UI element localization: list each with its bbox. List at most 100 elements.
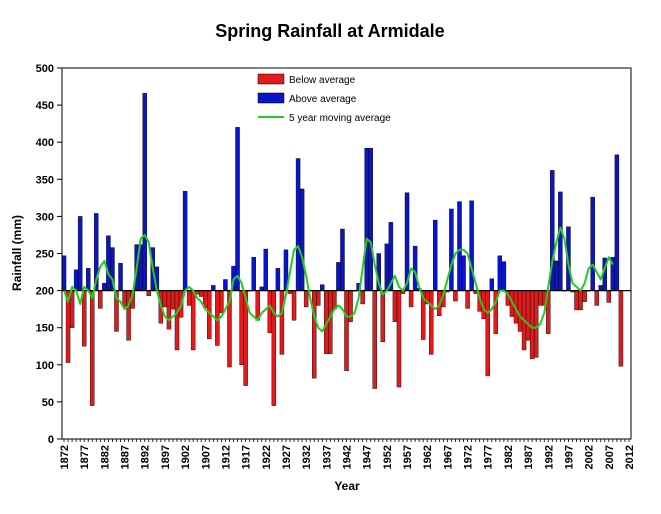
bar-below-average [465, 290, 470, 309]
bar-above-average [461, 255, 466, 291]
bar-below-average [606, 290, 612, 303]
bar-above-average [295, 158, 301, 291]
y-tick-label: 450 [36, 100, 54, 112]
x-tick-label: 1932 [301, 445, 313, 469]
bar-below-average [582, 290, 587, 302]
bar-below-average [69, 290, 75, 328]
bar-below-average [219, 290, 224, 314]
bar-above-average [590, 196, 595, 291]
bar-above-average [320, 284, 325, 291]
moving-average-line [63, 226, 614, 333]
bar-below-average [328, 290, 333, 354]
bar-above-average [235, 127, 240, 291]
x-tick-label: 2007 [604, 445, 616, 469]
x-tick-label: 1957 [402, 445, 414, 469]
bar-above-average [433, 219, 438, 291]
x-tick-label: 2002 [584, 445, 596, 469]
bar-below-average [170, 290, 176, 310]
x-tick-label: 1907 [200, 445, 212, 469]
bar-above-average [501, 261, 507, 291]
bar-below-average [396, 290, 402, 388]
y-tick-label: 350 [36, 174, 54, 186]
legend-label: 5 year moving average [289, 113, 391, 124]
bar-below-average [574, 290, 579, 311]
bar-below-average [453, 290, 458, 302]
bar-above-average [106, 235, 111, 291]
x-tick-label: 1987 [523, 445, 535, 469]
x-tick-label: 1967 [442, 445, 454, 469]
legend-swatch [257, 73, 285, 85]
x-tick-label: 1977 [483, 445, 495, 469]
bar-above-average [118, 262, 123, 291]
bar-above-average [211, 285, 216, 291]
bar-above-average [614, 154, 620, 291]
y-tick-label: 400 [36, 137, 54, 149]
bar-above-average [558, 191, 563, 291]
bars-layer [61, 93, 624, 406]
bar-below-average [525, 290, 531, 341]
bar-below-average [533, 290, 539, 358]
bar-below-average [90, 290, 95, 406]
bar-below-average [190, 290, 196, 351]
bar-below-average [594, 290, 599, 306]
bar-above-average [336, 262, 341, 291]
x-tick-label: 1897 [160, 445, 172, 469]
y-tick-label: 500 [36, 63, 54, 75]
bar-above-average [340, 228, 345, 291]
x-tick-label: 1927 [281, 445, 293, 469]
bar-below-average [344, 290, 349, 371]
legend: Below average Above average 5 year moving … [257, 73, 391, 124]
bar-above-average [77, 216, 83, 291]
bar-below-average [199, 290, 204, 297]
bar-below-average [537, 290, 543, 306]
bar-below-average [271, 290, 277, 406]
bar-below-average [618, 290, 624, 367]
bar-above-average [263, 248, 269, 291]
x-tick-label: 2012 [624, 445, 636, 469]
bar-above-average [364, 147, 369, 291]
bar-above-average [275, 268, 281, 291]
bar-below-average [166, 290, 172, 330]
x-tick-label: 1992 [543, 445, 555, 469]
y-axis-label: Rainfall (mm) [10, 215, 24, 291]
x-axis-label: Year [334, 479, 360, 493]
bar-below-average [372, 290, 377, 389]
bar-below-average [279, 290, 285, 355]
x-tick-label: 1912 [220, 445, 232, 469]
bar-above-average [412, 245, 418, 291]
bar-above-average [554, 260, 559, 291]
axes-layer: 0 50 100 150 200 250 300 350 400 450 500 1872 1877 18… [36, 63, 636, 469]
y-tick-label: 150 [36, 323, 54, 335]
x-tick-label: 1997 [563, 445, 575, 469]
bar-below-average [578, 290, 583, 311]
y-tick-label: 250 [36, 249, 54, 261]
x-tick-label: 1962 [422, 445, 434, 469]
y-tick-label: 300 [36, 211, 54, 223]
y-tick-label: 100 [36, 360, 54, 372]
bar-above-average [299, 188, 305, 291]
legend-swatch [257, 92, 285, 104]
bar-below-average [267, 290, 273, 334]
x-tick-label: 1902 [180, 445, 192, 469]
chart-title: Spring Rainfall at Armidale [215, 21, 444, 41]
bar-below-average [429, 290, 434, 355]
bar-above-average [251, 257, 256, 291]
bar-below-average [316, 290, 321, 306]
x-tick-label: 1982 [503, 445, 515, 469]
moving-average-layer [63, 226, 614, 333]
bar-below-average [186, 290, 192, 306]
bar-above-average [61, 255, 67, 291]
legend-label: Above average [289, 94, 357, 105]
bar-above-average [497, 255, 503, 291]
bar-below-average [291, 290, 297, 321]
bar-above-average [182, 190, 188, 291]
bar-below-average [380, 290, 386, 343]
x-tick-label: 1872 [59, 445, 71, 469]
bar-above-average [223, 279, 228, 291]
bar-below-average [312, 290, 317, 379]
bar-below-average [332, 290, 337, 310]
y-tick-label: 0 [48, 434, 54, 446]
bar-below-average [360, 290, 365, 305]
x-tick-label: 1922 [261, 445, 273, 469]
